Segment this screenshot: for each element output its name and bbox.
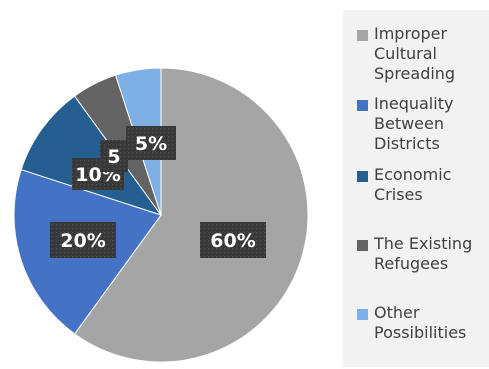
data-label-text: 5% bbox=[135, 133, 167, 155]
legend-swatch bbox=[357, 171, 368, 182]
data-label-background bbox=[200, 222, 266, 258]
pie-slice-economic-crises bbox=[20, 95, 163, 216]
legend-label: The Existing Refugees bbox=[374, 234, 473, 273]
pie-slices bbox=[13, 67, 309, 363]
data-label-background bbox=[100, 140, 128, 172]
data-label-other-possibilities: 5% bbox=[126, 126, 176, 160]
pie-plot-area: 60%20%10%55% bbox=[13, 67, 309, 363]
legend-label: Improper Cultural Spreading bbox=[374, 24, 456, 83]
data-label-text: 20% bbox=[60, 230, 105, 252]
legend: Improper Cultural Spreading Inequality B… bbox=[343, 10, 489, 367]
legend-swatch bbox=[357, 240, 368, 251]
data-label-text: 60% bbox=[210, 230, 255, 252]
data-label-the-existing-refugees: 5 bbox=[100, 140, 128, 172]
data-label-text: 5 bbox=[107, 146, 120, 168]
data-label-inequality-between-districts: 20% bbox=[50, 222, 116, 258]
data-label-background bbox=[50, 222, 116, 258]
legend-swatch bbox=[357, 309, 368, 320]
pie-slice-improper-cultural-spreading bbox=[73, 67, 309, 363]
legend-label: Economic Crises bbox=[374, 165, 452, 204]
legend-swatch bbox=[357, 30, 368, 41]
data-label-improper-cultural-spreading: 60% bbox=[200, 222, 266, 258]
data-label-background bbox=[126, 126, 176, 160]
legend-label: Other Possibilities bbox=[374, 303, 467, 342]
legend-label: Inequality Between Districts bbox=[374, 94, 454, 153]
pie-data-labels: 60%20%10%55% bbox=[50, 126, 266, 258]
legend-swatch bbox=[357, 100, 368, 111]
